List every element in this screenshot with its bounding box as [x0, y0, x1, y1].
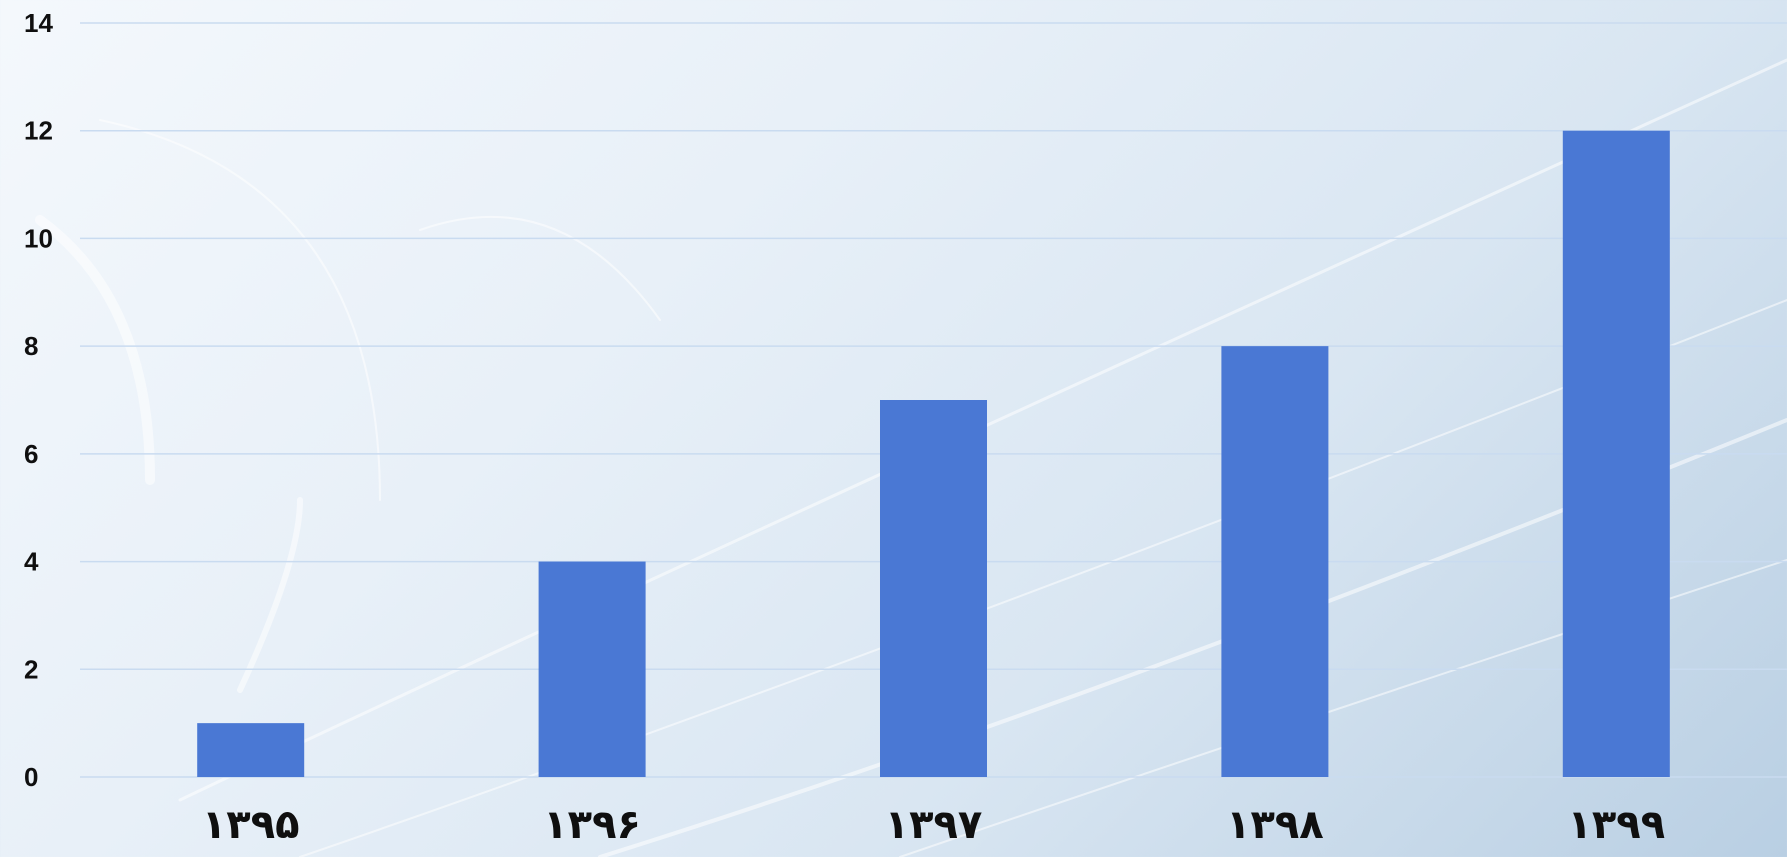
x-tick-label: ۱۳۹۸ [1226, 802, 1324, 848]
x-tick-label: ۱۳۹۹ [1567, 802, 1665, 848]
bar-2 [538, 561, 646, 777]
x-axis-ticks: ۱۳۹۵ ۱۳۹۶ ۱۳۹۷ ۱۳۹۸ ۱۳۹۹ [202, 802, 1665, 848]
y-tick-label: 10 [24, 223, 53, 253]
bar-4 [1221, 346, 1329, 777]
bar-1 [197, 723, 305, 777]
y-tick-label: 4 [24, 547, 39, 577]
y-tick-label: 12 [24, 116, 53, 146]
y-tick-label: 2 [24, 654, 38, 684]
bar-5 [1562, 130, 1670, 777]
bars [197, 130, 1670, 777]
x-tick-label: ۱۳۹۵ [202, 802, 300, 848]
bar-3 [880, 400, 987, 777]
y-tick-label: 14 [24, 8, 53, 38]
y-tick-label: 6 [24, 439, 38, 469]
x-tick-label: ۱۳۹۶ [543, 802, 641, 848]
y-axis-ticks: 0 2 4 6 8 10 12 14 [24, 8, 53, 792]
y-tick-label: 0 [24, 762, 38, 792]
x-tick-label: ۱۳۹۷ [885, 802, 983, 848]
y-tick-label: 8 [24, 331, 38, 361]
